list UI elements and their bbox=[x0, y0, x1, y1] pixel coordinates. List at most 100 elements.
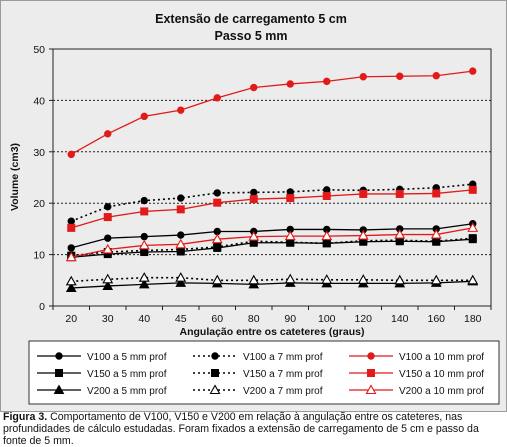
legend-label: V100 a 10 mm prof bbox=[399, 352, 484, 363]
data-point bbox=[394, 228, 406, 239]
data-point bbox=[103, 213, 112, 222]
data-point bbox=[211, 274, 223, 285]
series-line bbox=[71, 227, 473, 258]
data-point bbox=[65, 251, 77, 262]
legend-label: V150 a 10 mm prof bbox=[399, 369, 484, 380]
legend-label: V200 a 7 mm prof bbox=[243, 386, 323, 397]
data-point bbox=[469, 67, 477, 75]
data-point bbox=[322, 192, 331, 201]
data-point bbox=[104, 234, 112, 242]
x-tick-label: 30 bbox=[102, 313, 114, 325]
data-point bbox=[175, 238, 187, 249]
data-point bbox=[140, 112, 148, 121]
y-tick-label: 50 bbox=[33, 44, 45, 56]
series-line bbox=[71, 223, 473, 249]
x-tick-label: 100 bbox=[318, 313, 336, 325]
series-v200-a-7-mm-prof bbox=[65, 272, 479, 286]
series-v100-a-7-mm-prof bbox=[67, 180, 477, 225]
series-line bbox=[71, 238, 473, 258]
data-point bbox=[432, 237, 441, 246]
y-tick-label: 0 bbox=[39, 301, 45, 313]
x-tick-label: 40 bbox=[138, 313, 150, 325]
legend-box bbox=[28, 340, 500, 405]
y-axis-label: Volume (cm3) bbox=[9, 143, 21, 211]
data-point bbox=[67, 217, 75, 225]
data-point bbox=[250, 188, 258, 197]
data-point bbox=[102, 280, 114, 290]
data-point bbox=[176, 205, 185, 214]
series-line bbox=[71, 280, 473, 289]
y-axis: 0 10 20 30 40 50 bbox=[33, 44, 53, 313]
y-tick-label: 20 bbox=[33, 198, 45, 210]
x-tick-label: 90 bbox=[284, 313, 296, 325]
data-point bbox=[286, 194, 295, 203]
data-point bbox=[468, 234, 477, 243]
y-tick-label: 40 bbox=[33, 95, 45, 107]
legend-marker bbox=[365, 384, 377, 395]
data-point bbox=[104, 203, 112, 211]
data-point bbox=[394, 274, 406, 285]
data-point bbox=[175, 277, 187, 287]
legend-marker bbox=[55, 369, 63, 377]
data-point bbox=[395, 189, 404, 198]
series-v100-a-10-mm-prof bbox=[67, 67, 477, 159]
data-point bbox=[323, 77, 331, 86]
data-point bbox=[177, 194, 185, 202]
data-point bbox=[357, 274, 369, 284]
grid-lines bbox=[53, 99, 491, 256]
figure-caption: Figura 3. Comportamento de V100, V150 e … bbox=[3, 411, 505, 447]
caption-text: Comportamento de V100, V150 e V200 em re… bbox=[3, 411, 479, 447]
data-point bbox=[102, 243, 114, 254]
series-v200-a-10-mm-prof bbox=[65, 222, 479, 262]
data-point bbox=[284, 273, 296, 284]
y-tick-label: 30 bbox=[33, 147, 45, 159]
data-point bbox=[250, 83, 258, 92]
legend-label: V200 a 10 mm prof bbox=[399, 386, 484, 397]
data-point bbox=[65, 275, 77, 286]
series-v150-a-5-mm-prof bbox=[67, 235, 477, 262]
x-tick-label: 45 bbox=[175, 313, 187, 325]
x-axis: 20 30 40 45 60 80 90 100 120 140 160 180 bbox=[52, 306, 492, 325]
series-line bbox=[70, 183, 473, 222]
data-point bbox=[321, 230, 333, 241]
data-point bbox=[249, 195, 258, 204]
x-tick-label: 20 bbox=[65, 313, 77, 325]
legend-marker bbox=[55, 352, 63, 360]
line-chart: Extensão de carregamento 5 cm Passo 5 mm… bbox=[9, 12, 500, 405]
legend-marker bbox=[367, 369, 375, 377]
legend: V100 a 5 mm prof V100 a 7 mm prof V100 a 1… bbox=[28, 340, 500, 405]
data-point bbox=[321, 274, 333, 284]
legend-marker bbox=[53, 384, 65, 394]
data-point bbox=[67, 244, 75, 252]
data-point bbox=[396, 72, 404, 80]
x-tick-label: 120 bbox=[354, 313, 372, 325]
chart-title: Extensão de carregamento 5 cm bbox=[155, 12, 347, 26]
data-point bbox=[140, 232, 148, 241]
data-point bbox=[213, 189, 221, 197]
x-tick-label: 80 bbox=[248, 313, 260, 325]
chart-panel: Extensão de carregamento 5 cm Passo 5 mm… bbox=[0, 0, 507, 412]
data-point bbox=[211, 233, 223, 244]
data-point bbox=[140, 196, 148, 205]
x-tick-label: 140 bbox=[391, 313, 409, 325]
legend-label: V150 a 7 mm prof bbox=[243, 369, 323, 380]
data-point bbox=[102, 273, 114, 284]
y-tick-label: 10 bbox=[33, 250, 45, 262]
series-v150-a-10-mm-prof bbox=[67, 185, 477, 232]
x-axis-label: Angulação entre os cateteres (graus) bbox=[180, 326, 365, 338]
data-point bbox=[467, 274, 479, 285]
data-point bbox=[67, 223, 76, 232]
data-point bbox=[322, 239, 331, 248]
data-point bbox=[213, 198, 222, 207]
series-group bbox=[65, 67, 479, 293]
legend-marker bbox=[209, 384, 221, 395]
chart-subtitle: Passo 5 mm bbox=[215, 29, 288, 43]
data-point bbox=[248, 230, 260, 241]
data-point bbox=[175, 272, 187, 282]
data-point bbox=[140, 207, 149, 216]
data-point bbox=[67, 150, 75, 159]
data-point bbox=[138, 272, 150, 282]
series-line bbox=[71, 276, 473, 283]
data-point bbox=[248, 274, 260, 285]
data-point bbox=[138, 239, 150, 250]
